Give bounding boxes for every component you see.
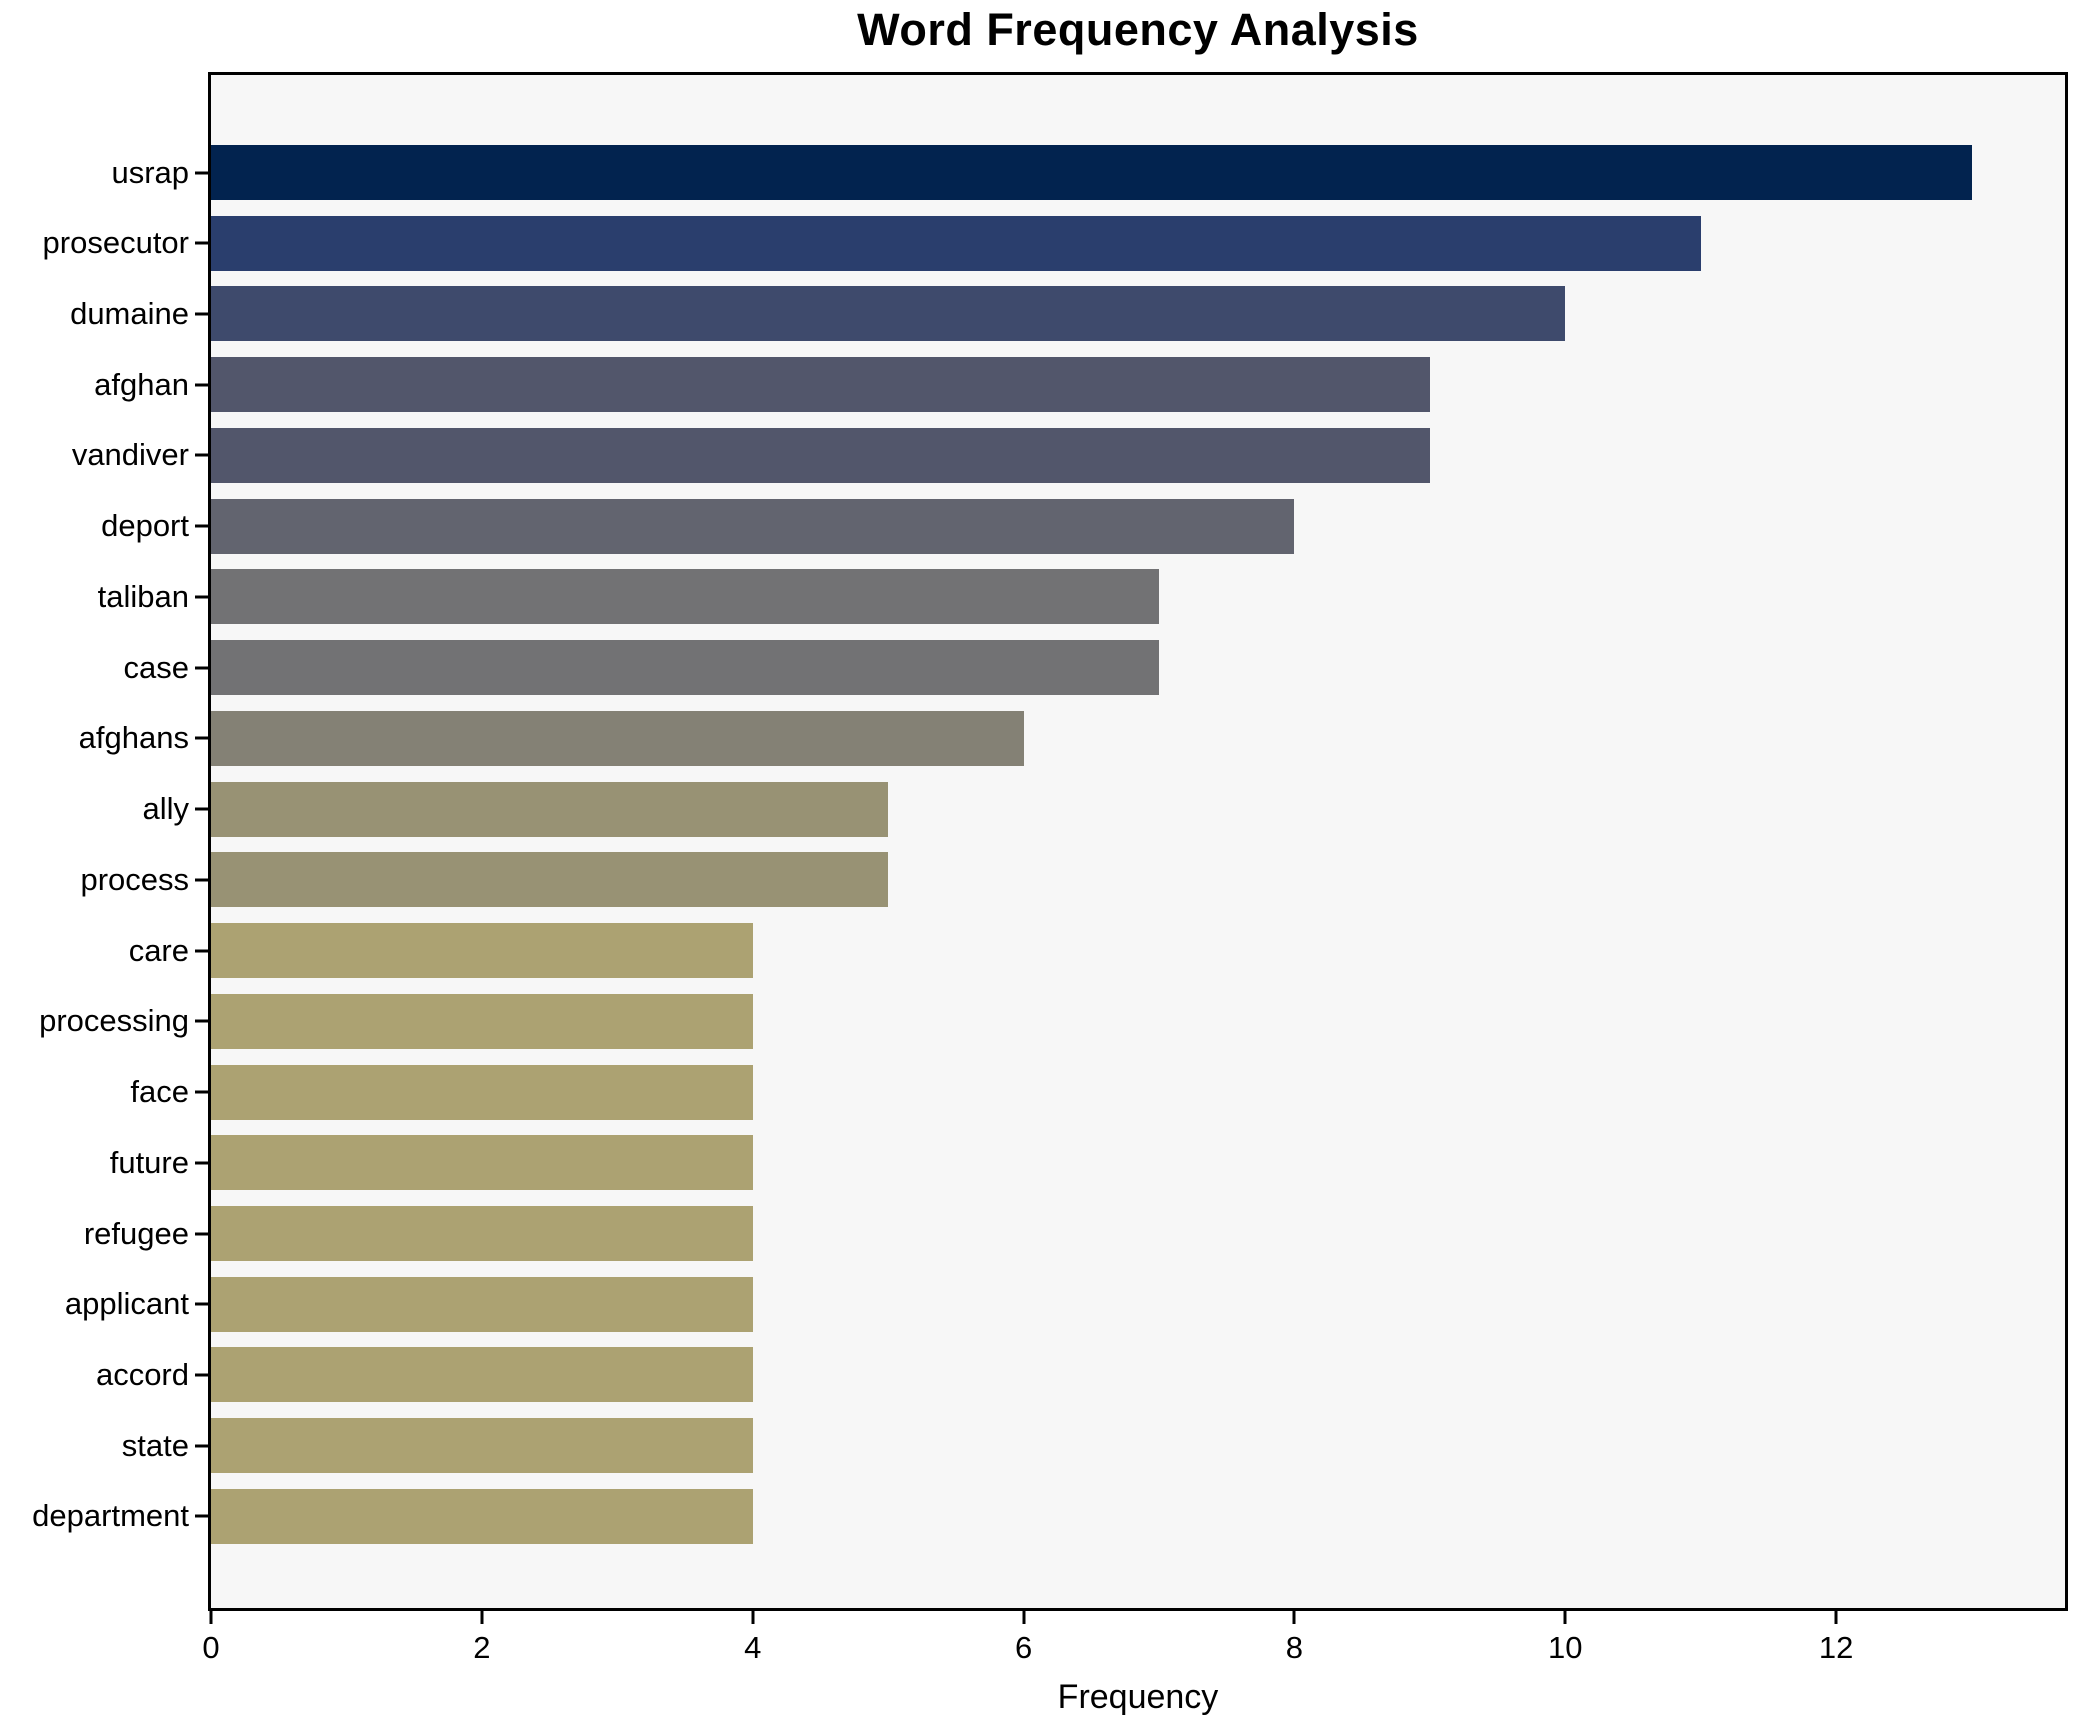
y-tick-label: vandiver <box>71 437 189 473</box>
bar-applicant <box>211 1276 753 1332</box>
y-tick-mark <box>195 171 208 174</box>
y-tick-label: afghans <box>78 720 189 756</box>
bar-department <box>211 1488 753 1544</box>
bar-row: accord <box>96 1347 2065 1403</box>
x-tick-label: 8 <box>1285 1630 1304 1665</box>
bar-row: face <box>130 1064 2065 1120</box>
bar-row: taliban <box>98 569 2065 625</box>
y-tick-mark <box>195 1161 208 1165</box>
bar-row: afghans <box>79 710 2065 766</box>
bar-accord <box>211 1347 753 1403</box>
bar-row: process <box>80 852 2065 908</box>
y-tick-label: applicant <box>64 1286 189 1322</box>
bar-afghans <box>211 710 1024 766</box>
y-tick-mark <box>195 878 208 882</box>
y-tick-mark <box>195 312 208 316</box>
bar-process <box>211 852 889 908</box>
y-tick-label: dumaine <box>70 295 189 331</box>
bar-row: ally <box>142 781 2065 837</box>
chart-title: Word Frequency Analysis <box>857 4 1419 55</box>
y-tick-label: face <box>130 1074 189 1110</box>
y-tick-label: processing <box>39 1003 189 1039</box>
bar-taliban <box>211 569 1159 625</box>
x-tick-mark <box>1563 1611 1567 1624</box>
y-tick-mark <box>195 1444 208 1448</box>
y-tick-mark <box>195 595 208 599</box>
bar-case <box>211 640 1159 696</box>
y-tick-label: process <box>80 861 189 897</box>
bar-prosecutor <box>211 215 1701 271</box>
bar-afghan <box>211 357 1430 413</box>
bar-refugee <box>211 1206 753 1262</box>
bar-future <box>211 1135 753 1191</box>
y-tick-label: refugee <box>83 1215 189 1251</box>
bar-row: prosecutor <box>43 215 2065 271</box>
bar-row: processing <box>39 993 2065 1049</box>
bars-container: usrap prosecutor dumaine afghan vandiver depo… <box>32 75 2065 1608</box>
y-tick-label: prosecutor <box>42 225 189 261</box>
bar-row: care <box>129 923 2065 979</box>
x-tick-label: 2 <box>473 1630 491 1665</box>
y-tick-mark <box>195 1232 208 1236</box>
x-axis-label: Frequency <box>1057 1678 1219 1716</box>
bar-row: vandiver <box>72 427 2065 483</box>
bar-row: afghan <box>94 357 2065 413</box>
y-tick-mark <box>195 949 208 953</box>
y-tick-mark <box>195 524 208 528</box>
x-tick-mark <box>209 1611 213 1624</box>
bar-usrap <box>211 145 1972 200</box>
bar-vandiver <box>211 427 1430 483</box>
bar-row: case <box>124 640 2065 696</box>
bar-dumaine <box>211 286 1566 342</box>
bar-row: department <box>32 1488 2065 1544</box>
bar-row: dumaine <box>70 286 2065 342</box>
bar-row: state <box>122 1418 2065 1474</box>
bar-row: future <box>110 1135 2065 1191</box>
y-tick-label: department <box>32 1498 189 1534</box>
bar-row: refugee <box>84 1206 2065 1262</box>
y-tick-label: care <box>128 932 189 968</box>
plot-area: usrap prosecutor dumaine afghan vandiver depo… <box>32 72 2068 1716</box>
x-tick-mark <box>1834 1611 1838 1624</box>
y-tick-mark <box>195 1302 208 1306</box>
bar-deport <box>211 498 1295 554</box>
y-tick-label: case <box>123 649 189 685</box>
bar-ally <box>211 781 889 837</box>
x-tick-mark <box>751 1611 755 1624</box>
x-tick-mark <box>1292 1611 1296 1624</box>
y-tick-label: accord <box>95 1356 189 1392</box>
y-tick-mark <box>195 1373 208 1377</box>
y-tick-mark <box>195 1090 208 1094</box>
y-tick-label: taliban <box>97 578 189 614</box>
bar-state <box>211 1418 753 1474</box>
y-tick-label: usrap <box>111 154 189 190</box>
x-tick-mark <box>480 1611 484 1624</box>
x-tick-label: 4 <box>744 1630 762 1665</box>
x-tick-mark <box>1022 1611 1026 1624</box>
x-tick-label: 0 <box>202 1630 220 1665</box>
x-tick-label: 10 <box>1548 1630 1583 1665</box>
y-tick-mark <box>195 736 208 740</box>
x-tick-label: 12 <box>1818 1630 1854 1665</box>
y-tick-label: ally <box>142 791 189 827</box>
y-tick-label: afghan <box>94 366 189 402</box>
y-tick-label: state <box>121 1427 189 1463</box>
bar-row: applicant <box>65 1276 2065 1332</box>
bar-processing <box>211 993 753 1049</box>
y-tick-mark <box>195 453 208 457</box>
y-tick-mark <box>195 1514 208 1518</box>
y-tick-mark <box>195 241 208 245</box>
y-tick-label: future <box>109 1144 189 1180</box>
x-tick-label: 6 <box>1014 1630 1033 1665</box>
bar-care <box>211 923 753 979</box>
bar-face <box>211 1064 753 1120</box>
y-tick-label: deport <box>101 508 189 544</box>
y-tick-mark <box>195 1019 208 1023</box>
y-tick-mark <box>195 383 208 387</box>
y-tick-mark <box>195 666 208 670</box>
bar-row: usrap <box>111 145 2065 200</box>
bar-row: deport <box>101 498 2065 554</box>
y-tick-mark <box>195 807 208 811</box>
